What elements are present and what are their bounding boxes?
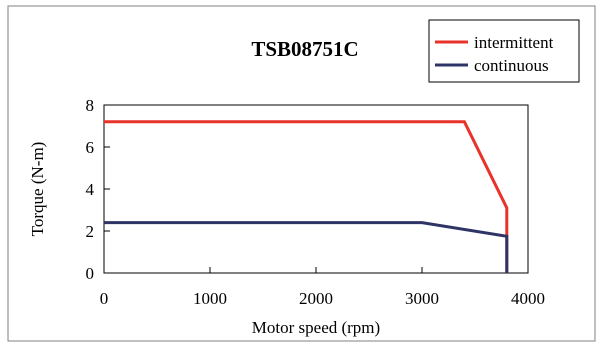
legend-box (428, 19, 580, 83)
x-tick-label: 1000 (193, 289, 227, 308)
y-tick-label: 8 (86, 96, 95, 115)
legend-label-intermittent: intermittent (474, 33, 554, 52)
legend: intermittent continuous (428, 19, 580, 83)
y-tick-label: 6 (86, 138, 95, 157)
series-line-continuous (104, 221, 509, 273)
x-tick-label: 0 (100, 289, 109, 308)
x-axis-label: Motor speed (rpm) (252, 318, 380, 337)
y-axis-label: Torque (N-m) (28, 142, 47, 237)
x-axis: 0 1000 2000 3000 4000 (100, 267, 545, 308)
x-tick-label: 4000 (511, 289, 545, 308)
y-tick-label: 0 (86, 264, 95, 283)
chart-title: TSB08751C (251, 37, 358, 61)
y-tick-label: 2 (86, 222, 95, 241)
y-axis: 0 2 4 6 8 (86, 96, 110, 283)
x-tick-label: 2000 (299, 289, 333, 308)
plot-lines (104, 120, 509, 273)
legend-label-continuous: continuous (474, 56, 549, 75)
x-tick-label: 3000 (405, 289, 439, 308)
y-tick-label: 4 (86, 180, 95, 199)
